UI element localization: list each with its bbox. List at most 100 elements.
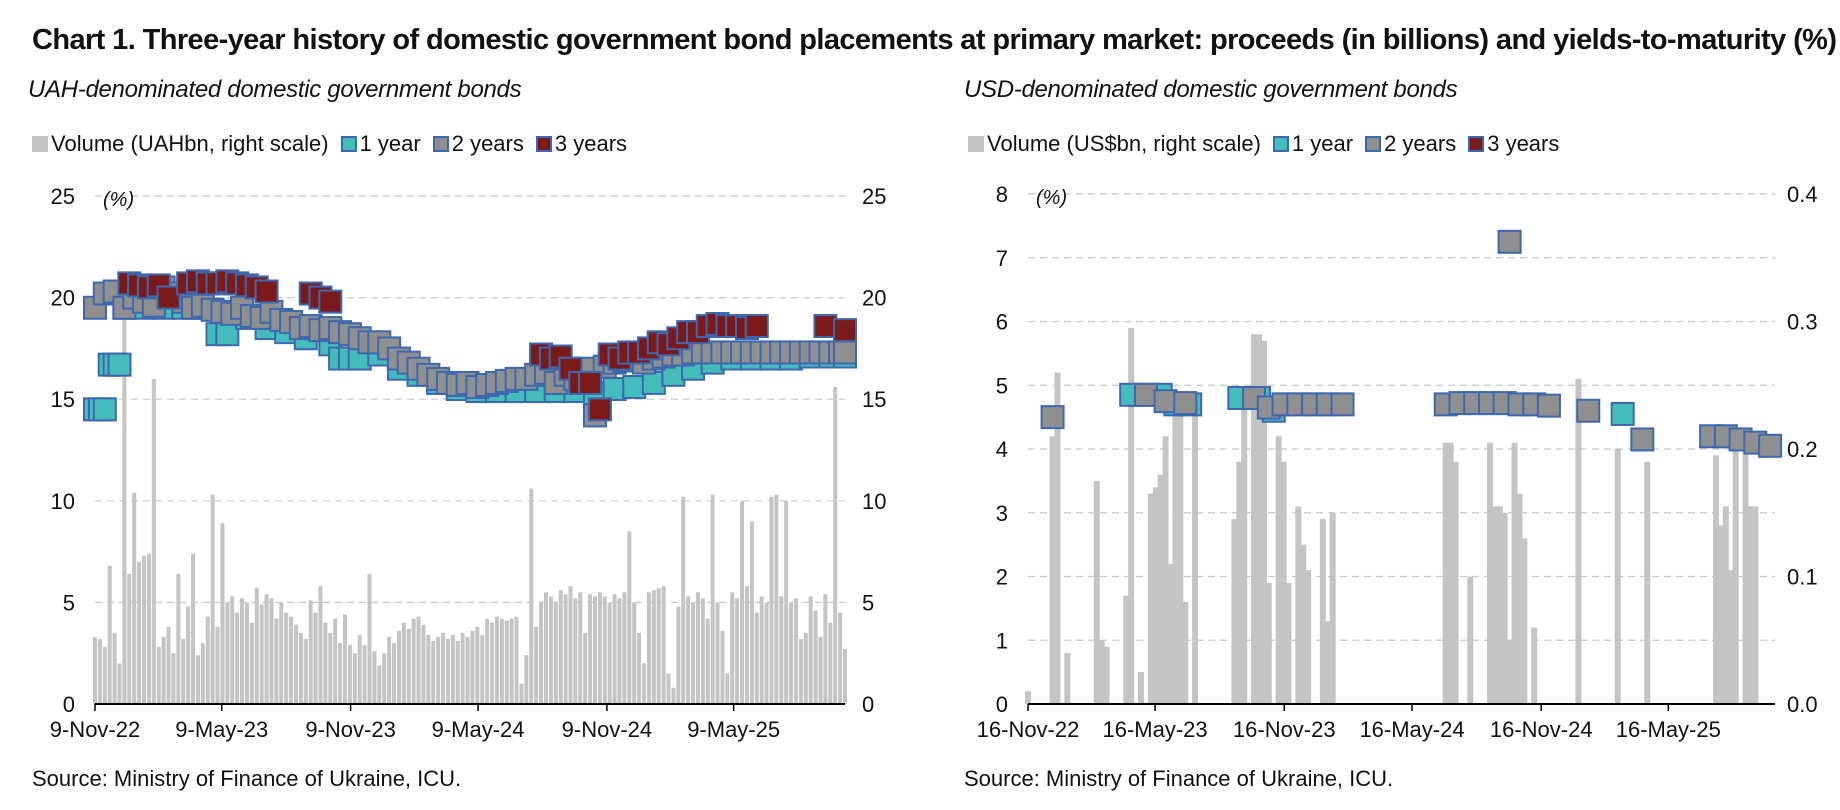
left-legend: Volume (UAHbn, right scale) 1 year 2 yea…: [32, 131, 639, 157]
volume-bar: [1713, 455, 1720, 704]
volume-bar: [210, 494, 215, 704]
volume-bar: [573, 598, 578, 704]
volume-bar: [661, 586, 666, 704]
volume-bar: [534, 626, 539, 704]
right-legend-3y: 3 years: [1468, 131, 1559, 157]
volume-bar: [127, 573, 132, 704]
volume-bar: [235, 612, 240, 704]
volume-bar: [838, 612, 843, 704]
volume-bar: [1231, 519, 1238, 704]
volume-bar: [195, 655, 200, 704]
volume-bar: [313, 612, 318, 704]
volume-bar: [499, 618, 504, 704]
volume-bar: [1447, 442, 1454, 704]
legend-volume-swatch: [32, 136, 48, 152]
volume-bar: [1064, 653, 1071, 704]
right-legend: Volume (US$bn, right scale) 1 year 2 yea…: [968, 131, 1571, 157]
right-legend-volume: Volume (US$bn, right scale): [968, 131, 1261, 157]
volume-bar: [1255, 334, 1262, 704]
volume-bar: [607, 602, 612, 704]
volume-bar: [666, 673, 671, 704]
chart-panel-1: 0 1 2 3 4 5 6 7 8 0.0 0.1 0.2 0.3 0.4 (%) 16-Nov-22 16-M…: [977, 182, 1818, 742]
volume-bar: [1501, 512, 1508, 704]
volume-bar: [1157, 474, 1164, 704]
yield-marker-two-years: [1630, 427, 1655, 452]
left-tick-label: 6: [996, 310, 1008, 335]
volume-bar: [1172, 410, 1179, 704]
right-tick-label: 0.3: [1787, 310, 1818, 335]
volume-bar: [705, 618, 710, 704]
volume-bar: [553, 602, 558, 704]
volume-bar: [543, 592, 548, 704]
volume-bar: [308, 600, 313, 704]
volume-bar: [338, 643, 343, 704]
volume-bar: [465, 636, 470, 704]
volume-bar: [225, 602, 230, 704]
volume-bar: [632, 602, 637, 704]
left-tick-label: 15: [51, 387, 75, 412]
volume-bar: [382, 653, 387, 704]
volume-bar: [1752, 506, 1759, 704]
yield-marker-two-years: [1576, 398, 1601, 423]
volume-bar: [695, 592, 700, 704]
volume-bar: [1319, 519, 1326, 704]
volume-bar: [470, 630, 475, 704]
volume-bar: [1152, 487, 1159, 704]
volume-bar: [455, 641, 460, 704]
volume-bar: [764, 602, 769, 704]
volume-bar: [146, 553, 151, 704]
volume-bar: [656, 588, 661, 704]
yield-marker-one-year: [92, 397, 117, 422]
volume-bar: [779, 596, 784, 704]
volume-bar: [671, 687, 676, 704]
volume-bar: [691, 602, 696, 704]
left-tick-label: 10: [51, 489, 75, 514]
volume-bar: [514, 616, 519, 704]
volume-bar: [436, 636, 441, 704]
volume-bar: [1192, 410, 1199, 704]
yield-marker-two-years: [1497, 229, 1522, 254]
volume-bar: [460, 632, 465, 704]
right-tick-label: 0.1: [1787, 565, 1818, 590]
volume-bar: [450, 634, 455, 704]
yield-marker-two-years: [1040, 405, 1065, 430]
left-tick-label: 20: [51, 286, 75, 311]
left-tick-label: 8: [996, 182, 1008, 207]
volume-bar: [343, 614, 347, 704]
volume-bar: [406, 628, 411, 704]
left-tick-label: 5: [63, 590, 75, 615]
volume-bar: [833, 387, 838, 704]
legend-2y-swatch: [432, 136, 449, 152]
volume-bar: [1747, 506, 1754, 704]
x-tick-label: 9-May-23: [175, 717, 268, 742]
legend-3y-swatch: [1468, 136, 1485, 152]
volume-bar: [1025, 691, 1031, 704]
right-tick-label: 20: [862, 286, 886, 311]
volume-bar: [1177, 410, 1184, 704]
volume-bar: [122, 301, 127, 704]
right-tick-label: 0.0: [1787, 692, 1818, 717]
volume-bar: [377, 665, 382, 704]
volume-bar: [744, 586, 749, 704]
volume-bar: [823, 594, 828, 704]
right-legend-1y: 1 year: [1272, 131, 1353, 157]
volume-bar: [617, 598, 622, 704]
volume-bar: [1241, 404, 1248, 704]
volume-bar: [367, 573, 372, 704]
volume-bar: [107, 565, 112, 704]
volume-bar: [642, 663, 647, 704]
x-tick-label: 16-Nov-24: [1490, 717, 1593, 742]
volume-bar: [102, 647, 107, 704]
volume-bar: [588, 594, 593, 704]
volume-bar: [1305, 570, 1312, 704]
volume-bar: [298, 632, 303, 704]
left-legend-volume: Volume (UAHbn, right scale): [32, 131, 329, 157]
volume-bar: [519, 683, 524, 704]
yield-marker-two-years: [1536, 393, 1561, 418]
volume-bar: [818, 636, 823, 704]
volume-bar: [524, 655, 529, 704]
volume-bar: [156, 647, 161, 704]
volume-bar: [357, 634, 362, 704]
left-tick-label: 25: [51, 184, 75, 209]
